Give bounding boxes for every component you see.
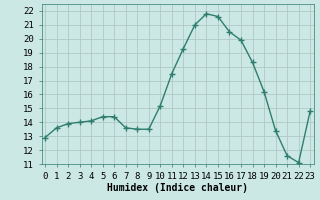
X-axis label: Humidex (Indice chaleur): Humidex (Indice chaleur) [107, 183, 248, 193]
